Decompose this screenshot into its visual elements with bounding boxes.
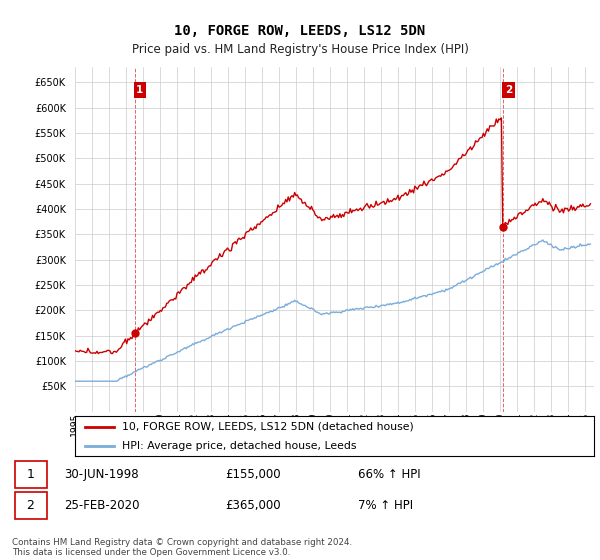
Text: £365,000: £365,000 bbox=[225, 499, 281, 512]
Text: 1: 1 bbox=[26, 468, 34, 481]
Text: 10, FORGE ROW, LEEDS, LS12 5DN (detached house): 10, FORGE ROW, LEEDS, LS12 5DN (detached… bbox=[122, 422, 413, 432]
Text: 2: 2 bbox=[505, 85, 512, 95]
Text: HPI: Average price, detached house, Leeds: HPI: Average price, detached house, Leed… bbox=[122, 441, 356, 450]
Text: 2: 2 bbox=[26, 499, 34, 512]
FancyBboxPatch shape bbox=[15, 492, 47, 519]
Text: 7% ↑ HPI: 7% ↑ HPI bbox=[358, 499, 413, 512]
Text: 30-JUN-1998: 30-JUN-1998 bbox=[64, 468, 139, 481]
Text: £155,000: £155,000 bbox=[225, 468, 281, 481]
Text: Contains HM Land Registry data © Crown copyright and database right 2024.
This d: Contains HM Land Registry data © Crown c… bbox=[12, 538, 352, 557]
Text: 10, FORGE ROW, LEEDS, LS12 5DN: 10, FORGE ROW, LEEDS, LS12 5DN bbox=[175, 24, 425, 38]
Text: 1: 1 bbox=[136, 85, 143, 95]
Text: Price paid vs. HM Land Registry's House Price Index (HPI): Price paid vs. HM Land Registry's House … bbox=[131, 43, 469, 55]
FancyBboxPatch shape bbox=[15, 461, 47, 488]
Text: 66% ↑ HPI: 66% ↑ HPI bbox=[358, 468, 420, 481]
Text: 25-FEB-2020: 25-FEB-2020 bbox=[64, 499, 139, 512]
